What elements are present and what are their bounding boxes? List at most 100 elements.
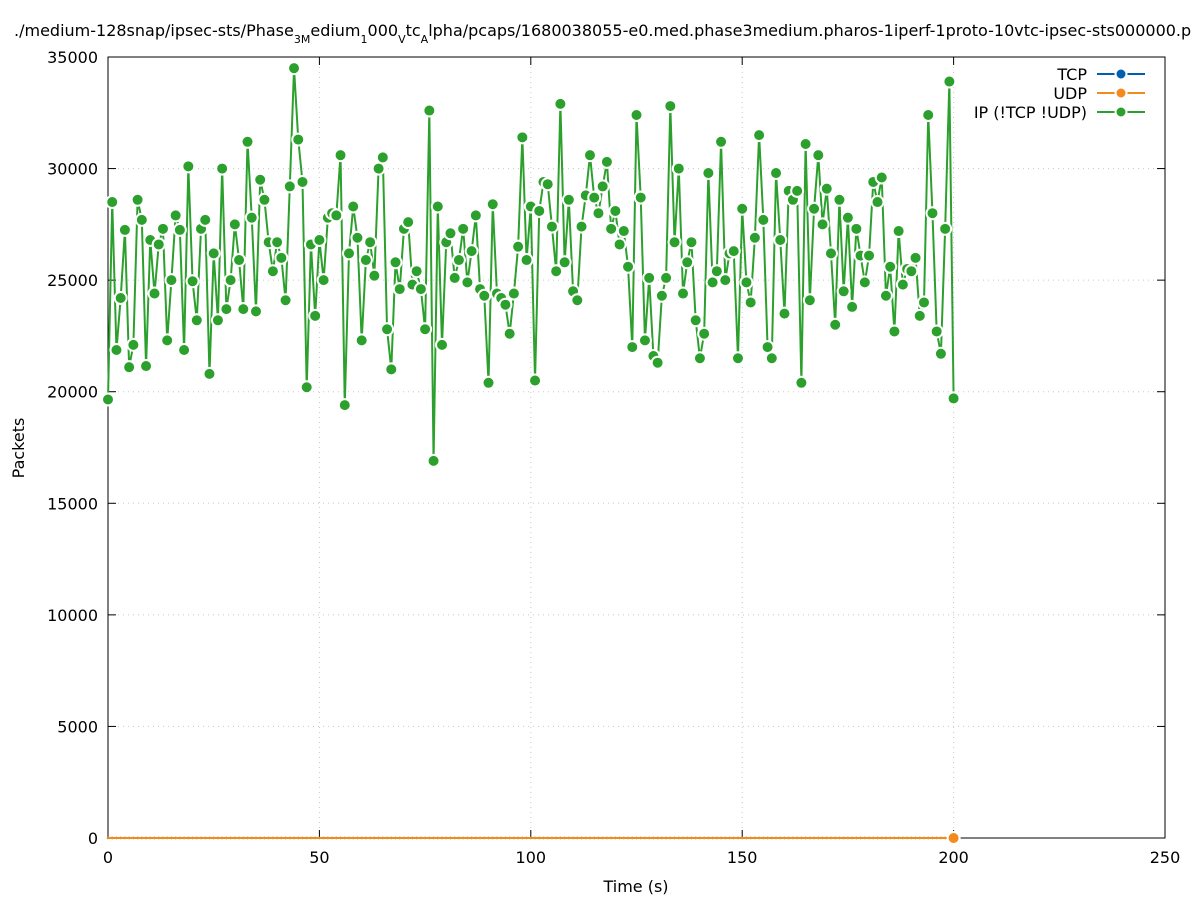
data-point xyxy=(282,179,297,194)
data-point xyxy=(891,224,906,239)
data-point xyxy=(506,286,521,301)
data-point xyxy=(574,219,589,234)
data-point xyxy=(621,259,636,274)
data-point xyxy=(677,836,680,840)
data-point xyxy=(538,836,541,840)
data-point xyxy=(225,836,228,840)
data-point xyxy=(946,831,961,845)
data-point xyxy=(849,221,864,236)
data-point xyxy=(625,340,640,355)
data-point xyxy=(240,134,255,149)
data-point xyxy=(287,61,302,76)
data-point xyxy=(259,836,262,840)
data-point xyxy=(267,836,270,840)
legend-marker xyxy=(1114,86,1128,100)
data-point xyxy=(736,836,740,840)
data-point xyxy=(119,836,122,840)
data-point xyxy=(227,217,242,232)
data-point xyxy=(343,836,346,840)
data-point xyxy=(168,208,183,223)
data-point xyxy=(612,237,627,252)
data-point xyxy=(635,836,638,840)
data-point xyxy=(905,836,909,840)
data-point xyxy=(561,192,576,207)
data-point xyxy=(481,375,496,390)
data-point xyxy=(711,836,714,840)
data-point xyxy=(642,270,657,285)
data-point xyxy=(388,255,403,270)
data-point xyxy=(639,836,642,840)
data-point xyxy=(893,836,896,840)
data-point xyxy=(897,836,900,840)
data-point xyxy=(451,253,466,268)
y-tick-label: 30000 xyxy=(47,160,98,179)
data-point xyxy=(804,836,807,840)
data-point xyxy=(275,836,279,840)
data-point xyxy=(457,836,461,840)
data-point xyxy=(929,324,944,339)
data-point xyxy=(681,836,685,840)
data-point xyxy=(878,288,893,303)
x-tick-label: 200 xyxy=(938,848,969,867)
y-tick-label: 25000 xyxy=(47,271,98,290)
data-point xyxy=(593,836,596,840)
x-tick-label: 100 xyxy=(516,848,547,867)
data-point xyxy=(673,836,676,840)
data-point xyxy=(157,836,160,840)
data-point xyxy=(485,197,500,212)
data-point xyxy=(278,293,293,308)
data-point xyxy=(918,836,921,840)
data-point xyxy=(656,836,659,840)
data-point xyxy=(587,190,602,205)
data-point xyxy=(663,99,678,114)
data-point xyxy=(774,836,778,840)
data-point xyxy=(232,253,247,268)
x-tick-label: 0 xyxy=(103,848,113,867)
data-point xyxy=(559,836,562,840)
data-point xyxy=(553,96,568,111)
data-point xyxy=(752,128,767,143)
y-tick-label: 5000 xyxy=(57,717,98,736)
title-part: tc xyxy=(406,21,421,40)
data-point xyxy=(435,337,450,352)
data-point xyxy=(938,221,953,236)
data-point xyxy=(884,836,888,840)
data-point xyxy=(842,836,845,840)
data-point xyxy=(113,290,128,305)
data-point xyxy=(244,210,259,225)
data-point xyxy=(528,373,543,388)
data-point xyxy=(415,836,418,840)
x-tick-label: 50 xyxy=(309,848,329,867)
data-point xyxy=(921,108,936,123)
data-point xyxy=(411,836,414,840)
data-point xyxy=(502,326,517,341)
data-point xyxy=(504,836,507,840)
data-point xyxy=(790,183,805,198)
data-point xyxy=(570,293,585,308)
data-point xyxy=(576,836,579,840)
data-point xyxy=(470,836,473,840)
data-point xyxy=(436,836,439,840)
data-point xyxy=(147,286,162,301)
data-point xyxy=(876,836,879,840)
data-point xyxy=(690,836,693,840)
data-point xyxy=(815,217,830,232)
data-point xyxy=(880,836,883,840)
data-point xyxy=(834,836,837,840)
data-point xyxy=(478,836,482,840)
data-point xyxy=(127,836,131,840)
data-point xyxy=(413,282,428,297)
data-point xyxy=(870,195,885,210)
data-point xyxy=(401,215,416,230)
data-point xyxy=(927,836,930,840)
data-point xyxy=(626,836,630,840)
data-point xyxy=(210,313,225,328)
data-point xyxy=(364,836,368,840)
data-point xyxy=(461,836,465,840)
data-point xyxy=(253,172,268,187)
data-point xyxy=(139,359,154,374)
data-point xyxy=(845,299,860,314)
data-point xyxy=(764,351,779,366)
data-point xyxy=(445,836,448,840)
